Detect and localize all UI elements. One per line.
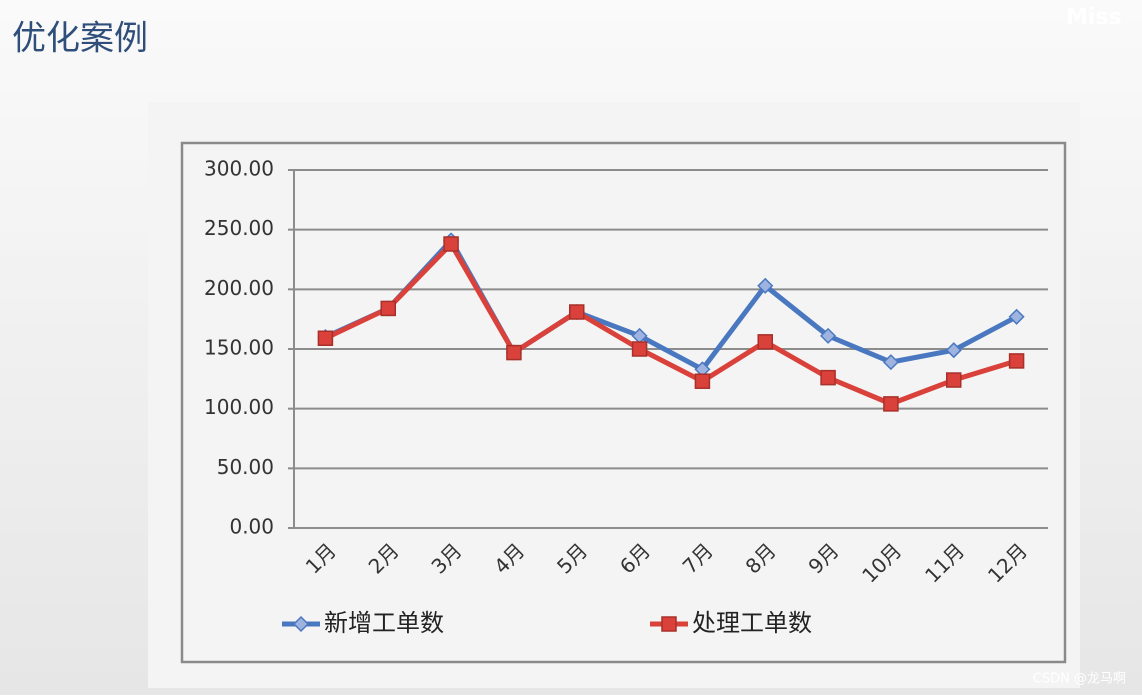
plot: 0.0050.00100.00150.00200.00250.00300.001… [204, 157, 1048, 637]
legend-label: 处理工单数 [692, 609, 812, 637]
point [1008, 308, 1025, 325]
chart-border [180, 141, 1067, 664]
point [946, 372, 962, 388]
point [292, 615, 310, 633]
point [317, 330, 334, 347]
y-tick-label: 0.00 [229, 515, 274, 539]
slide-title: 优化案例 [12, 19, 148, 59]
watermark: CSDN @龙马啊 [1033, 672, 1126, 687]
point [569, 304, 585, 320]
point [631, 341, 648, 357]
y-tick-label: 50.00 [217, 455, 274, 479]
point [945, 342, 962, 359]
point [443, 236, 459, 252]
point [661, 616, 677, 632]
y-tick-label: 250.00 [204, 216, 274, 240]
point [882, 354, 899, 371]
series-line [324, 241, 1018, 407]
point [1008, 353, 1025, 369]
point [820, 327, 837, 344]
point [757, 277, 774, 294]
point [380, 300, 396, 317]
point [820, 369, 836, 386]
y-tick-label: 200.00 [204, 276, 274, 300]
point [757, 334, 773, 350]
y-tick-label: 150.00 [204, 336, 274, 360]
point [506, 344, 522, 361]
y-tick-label: 100.00 [204, 395, 274, 419]
legend-label: 新增工单数 [324, 609, 444, 637]
corner-text: Miss [1066, 5, 1122, 30]
point [883, 396, 899, 412]
chart-panel [148, 102, 1080, 688]
y-tick-label: 300.00 [204, 157, 274, 181]
point [694, 373, 711, 389]
